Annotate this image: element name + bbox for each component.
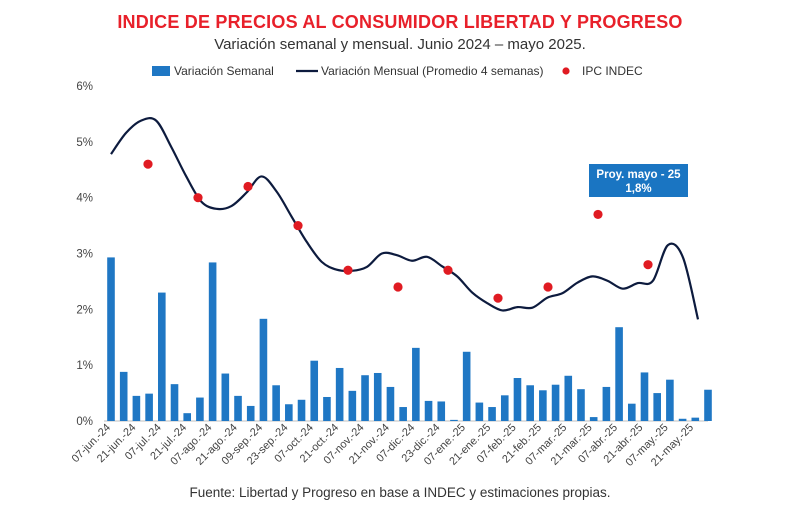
ipc-point <box>593 209 603 220</box>
legend-label-ipc: IPC INDEC <box>582 64 643 78</box>
weekly-bar <box>119 371 128 421</box>
weekly-bar <box>310 360 319 421</box>
ipc-point <box>493 293 503 303</box>
weekly-bar <box>208 262 217 421</box>
weekly-bar <box>145 393 153 421</box>
weekly-bar <box>475 402 484 421</box>
y-tick-label: 4% <box>76 193 93 205</box>
weekly-bar <box>348 390 357 421</box>
weekly-bar <box>196 397 204 421</box>
monthly-line <box>110 117 700 320</box>
weekly-bar <box>551 384 560 421</box>
weekly-bar <box>234 395 242 422</box>
ipc-point <box>643 260 653 270</box>
chart-subtitle: Variación semanal y mensual. Junio 2024 … <box>214 36 586 53</box>
weekly-bar <box>704 389 712 421</box>
legend-label-weekly: Variación Semanal <box>174 64 274 78</box>
weekly-bar <box>462 351 471 421</box>
weekly-bar <box>386 386 395 421</box>
projection-box <box>589 164 688 197</box>
weekly-bar <box>335 367 344 421</box>
ipc-point <box>293 220 303 231</box>
projection-annotation: Proy. mayo - 25 1,8% <box>589 164 688 197</box>
projection-value: 1,8% <box>625 183 651 195</box>
ipc-point <box>443 265 453 275</box>
weekly-bar <box>183 413 192 421</box>
weekly-bar <box>450 419 458 421</box>
weekly-bar <box>272 385 280 421</box>
weekly-bar <box>564 375 573 421</box>
weekly-bar <box>513 378 522 421</box>
weekly-bar <box>539 390 547 421</box>
y-tick-label: 6% <box>76 81 93 93</box>
weekly-bar <box>221 373 230 421</box>
weekly-bar <box>107 257 115 421</box>
weekly-bar <box>285 404 293 421</box>
chart-source: Fuente: Libertad y Progreso en base a IN… <box>189 485 611 500</box>
weekly-bar <box>627 403 636 421</box>
weekly-bar <box>488 407 496 421</box>
ipc-point <box>393 282 403 292</box>
weekly-bar <box>526 385 534 421</box>
y-tick-label: 1% <box>76 360 93 372</box>
weekly-bar <box>615 327 623 421</box>
weekly-bar <box>170 384 179 421</box>
weekly-bar <box>437 401 446 421</box>
weekly-bar <box>246 405 255 421</box>
weekly-bar <box>602 386 611 421</box>
ipc-point <box>243 181 253 192</box>
weekly-bar <box>666 379 674 421</box>
ipc-point <box>543 282 553 292</box>
y-tick-label: 0% <box>76 416 93 428</box>
weekly-bar <box>399 407 407 421</box>
weekly-bar <box>577 389 585 421</box>
weekly-bars <box>107 257 712 422</box>
y-tick-label: 2% <box>76 304 93 316</box>
x-axis: 07-jun.-2421-jun.-2407-jul.-2421-jul.-24… <box>70 422 697 469</box>
weekly-bar <box>158 292 166 421</box>
weekly-bar <box>678 418 687 421</box>
y-tick-label: 3% <box>76 249 93 261</box>
monthly-line-path <box>110 117 700 320</box>
weekly-bar <box>691 417 700 421</box>
weekly-bar <box>589 417 598 421</box>
weekly-bar <box>424 400 433 421</box>
weekly-bar <box>640 372 649 421</box>
weekly-bar <box>412 347 420 421</box>
legend-swatch-weekly <box>152 66 170 76</box>
weekly-bar <box>297 399 306 421</box>
y-axis: 0% 1% 2% 3% 4% 5% 6% <box>76 81 93 428</box>
weekly-bar <box>259 318 268 421</box>
ipc-point <box>143 159 153 169</box>
weekly-bar <box>361 375 369 421</box>
weekly-bar <box>323 396 331 421</box>
weekly-bar <box>132 395 141 422</box>
weekly-bar <box>500 395 509 421</box>
chart-title: INDICE DE PRECIOS AL CONSUMIDOR LIBERTAD… <box>117 12 683 32</box>
ipc-points <box>143 159 653 303</box>
weekly-bar <box>653 393 661 421</box>
y-tick-label: 5% <box>76 137 93 149</box>
weekly-bar <box>373 372 382 421</box>
projection-label: Proy. mayo - 25 <box>596 169 681 181</box>
legend-swatch-ipc <box>562 67 570 75</box>
ipc-point <box>193 193 203 203</box>
ipc-point <box>343 265 353 275</box>
legend: Variación Semanal Variación Mensual (Pro… <box>152 64 643 78</box>
legend-label-monthly: Variación Mensual (Promedio 4 semanas) <box>321 64 544 78</box>
